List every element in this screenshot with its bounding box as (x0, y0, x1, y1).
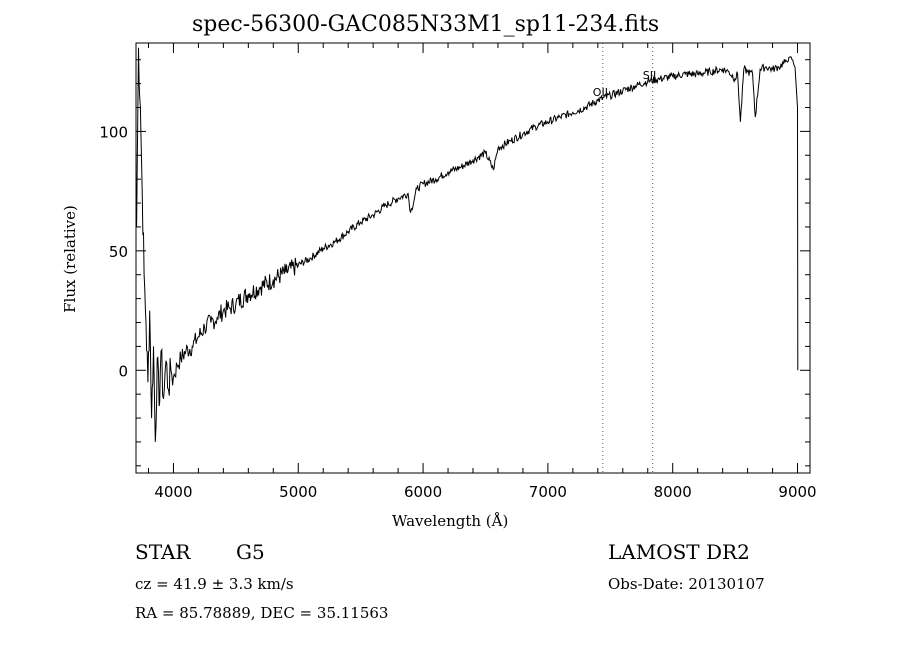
subclass: G5 (236, 540, 265, 564)
tick-labels: 4000 5000 6000 7000 8000 9000 0 50 100 OII SII (99, 69, 816, 501)
survey-name: LAMOST DR2 (608, 540, 750, 564)
y-tick-label: 0 (118, 362, 128, 380)
line-markers (602, 43, 654, 473)
coordinates: RA = 85.78889, DEC = 35.11563 (135, 604, 389, 622)
y-tick-label: 50 (109, 243, 128, 261)
x-axis-label: Wavelength (Å) (392, 512, 509, 530)
annotation-oii: OII (593, 86, 608, 99)
x-tick-label: 5000 (279, 483, 317, 501)
x-tick-label: 7000 (529, 483, 567, 501)
object-class: STAR (135, 540, 191, 564)
x-tick-label: 4000 (154, 483, 192, 501)
plot-frame (135, 42, 811, 474)
plot-axes (135, 42, 811, 474)
y-axis-label: Flux (relative) (61, 205, 79, 313)
x-tick-label: 6000 (404, 483, 442, 501)
annotation-sii: SII (643, 69, 656, 82)
y-tick-label: 100 (99, 123, 128, 141)
spectrum-series-line (136, 47, 799, 442)
chart-title: spec-56300-GAC085N33M1_sp11-234.fits (192, 12, 660, 37)
x-tick-label: 9000 (778, 483, 816, 501)
redshift-cz: cz = 41.9 ± 3.3 km/s (135, 575, 294, 593)
x-tick-label: 8000 (654, 483, 692, 501)
obs-date: Obs-Date: 20130107 (608, 575, 765, 593)
